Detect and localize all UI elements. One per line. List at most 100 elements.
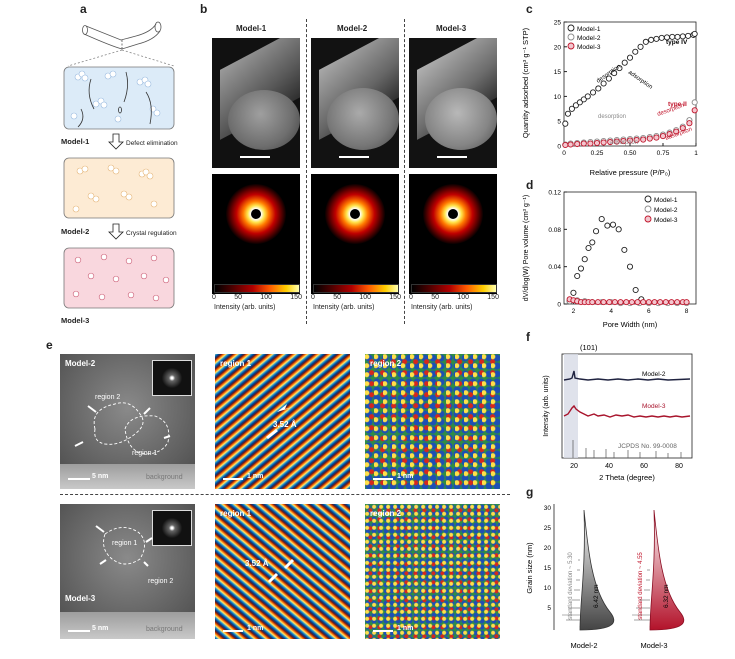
saxs-pattern-model-3 — [409, 174, 497, 294]
model-1-label: Model-1 — [61, 137, 89, 146]
data-point-model-1 — [589, 89, 597, 96]
hrtem-model-3: region 1 region 2 Model-3 5 nm backgroun… — [60, 504, 195, 639]
tick: 150 — [290, 294, 302, 301]
data-point-model-3 — [651, 299, 658, 306]
e-bot-scale-5nm: 5 nm — [92, 625, 109, 632]
xrd-trace-model-3 — [563, 404, 691, 418]
chart-f-xtick-60: 60 — [640, 463, 648, 470]
panel-e: Model-2 region 2 region 1 5 nm backgroun… — [56, 352, 520, 642]
panel-letter-a: a — [80, 2, 87, 16]
g-ytick-20: 20 — [544, 545, 552, 552]
chart-f-frame — [561, 353, 693, 459]
type-ii-label: type II — [668, 101, 687, 108]
data-point-model-1 — [580, 96, 587, 103]
data-point-model-1 — [626, 263, 634, 270]
e-bot-fft-region2: region 2 — [370, 509, 402, 518]
data-point-model-1 — [621, 246, 628, 253]
e-bot-region2-label: region 2 — [148, 578, 174, 585]
sem-image-model-3 — [409, 38, 497, 168]
data-point-model-1 — [621, 59, 628, 66]
tick: 50 — [234, 294, 242, 301]
data-point-model-3 — [634, 299, 641, 306]
data-point-model-3 — [589, 299, 596, 306]
panel-b: Model-1 Model-2 Model-3 0 50 100 150 0 — [206, 14, 514, 330]
tick: 100 — [359, 294, 371, 301]
e-bot-spacing: 3.52 Å — [245, 559, 269, 568]
xtick-label: 0.50 — [624, 150, 637, 157]
colorbar-label-3: Intensity (arb. units) — [411, 304, 473, 311]
data-point-model-1 — [637, 43, 644, 50]
data-point-model-3 — [593, 139, 601, 147]
data-point-model-1 — [685, 32, 692, 39]
g-ytick-25: 25 — [544, 525, 552, 532]
data-point-model-3 — [574, 140, 581, 148]
model-2-label: Model-2 — [61, 227, 89, 236]
panel-letter-e: e — [46, 338, 53, 352]
data-point-model-3 — [640, 299, 647, 306]
e-bot-background: background — [146, 626, 183, 633]
e-bot-region1-label: region 1 — [112, 540, 138, 547]
data-point-model-3 — [567, 141, 574, 148]
xtick-label: 6 — [647, 308, 651, 315]
data-point-model-1 — [632, 286, 639, 294]
colorbar-ticks-1: 0 50 100 150 — [212, 294, 302, 301]
data-point-model-3 — [691, 107, 698, 114]
g-xlabel-model-2: Model-2 — [570, 641, 597, 650]
chart-c-xlabel: Relative pressure (P/P₀) — [590, 168, 671, 177]
histogram-model-3 — [632, 569, 650, 621]
e-top-model-label: Model-2 — [65, 359, 96, 368]
g-mean-model-2: 6.42 nm — [593, 585, 600, 609]
e-top-background: background — [146, 474, 183, 481]
legend-c-model-3: Model-3 — [577, 44, 601, 51]
ytick-label: 0.08 — [548, 227, 561, 234]
e-top-scale-1nm: 1 nm — [247, 473, 264, 480]
ytick-label: 0.12 — [548, 190, 561, 197]
ytick-label: 0 — [557, 144, 561, 151]
colorbar-label-1: Intensity (arb. units) — [214, 304, 276, 311]
annot-gray-adsorption: adsorption — [610, 140, 638, 146]
data-point-model-3 — [562, 141, 569, 149]
b-header-1: Model-1 — [236, 24, 267, 33]
ytick-label: 0 — [557, 302, 561, 309]
g-xlabel-model-3: Model-3 — [640, 641, 667, 650]
data-point-model-3 — [606, 299, 613, 306]
chart-f-series-3: Model-3 — [642, 403, 666, 410]
panel-letter-g: g — [526, 485, 534, 499]
ytick-label: 0.04 — [548, 264, 561, 271]
arrow-label-defect: Defect elimination — [126, 140, 178, 147]
fft-region1-model-2: region 1 3.52 Å 1 nm — [215, 354, 350, 489]
tick: 50 — [431, 294, 439, 301]
colorbar-ticks-3: 0 50 100 150 — [409, 294, 499, 301]
colorbar-label-2: Intensity (arb. units) — [313, 304, 375, 311]
data-point-model-1 — [577, 265, 585, 272]
saxs-pattern-model-2 — [311, 174, 399, 294]
legend-marker-model-1 — [567, 24, 575, 32]
legend-d-model-3: Model-3 — [654, 217, 678, 224]
data-point-model-3 — [620, 137, 627, 145]
chart-f-peak: (101) — [580, 343, 598, 352]
jcpds-ticks — [572, 440, 682, 458]
data-point-model-3 — [674, 299, 681, 306]
data-point-model-3 — [580, 140, 587, 147]
b-separator-2 — [404, 19, 405, 324]
tick: 50 — [333, 294, 341, 301]
data-point-model-3 — [587, 140, 594, 147]
chart-g-grain-size: Grain size (nm) 5 10 15 20 25 30 standar… — [525, 504, 685, 650]
legend-d-model-2: Model-2 — [654, 207, 678, 214]
data-point-model-3 — [679, 125, 686, 132]
legend-c-model-1: Model-1 — [577, 26, 601, 33]
ytick-label: 15 — [554, 69, 562, 76]
chart-f-xtick-80: 80 — [675, 463, 683, 470]
data-point-model-1 — [691, 30, 698, 37]
chart-f-series-2: Model-2 — [642, 371, 666, 378]
data-point-model-1 — [564, 110, 572, 117]
legend-d-model-1: Model-1 — [654, 197, 678, 204]
data-point-model-3 — [607, 138, 614, 146]
data-point-model-1 — [598, 216, 605, 223]
data-point-model-1 — [642, 38, 649, 45]
data-point-model-3 — [662, 299, 669, 306]
type-iv-label: type IV — [666, 39, 688, 46]
e-top-region2-label: region 2 — [95, 394, 121, 401]
e-bot-model-label: Model-3 — [65, 594, 96, 603]
